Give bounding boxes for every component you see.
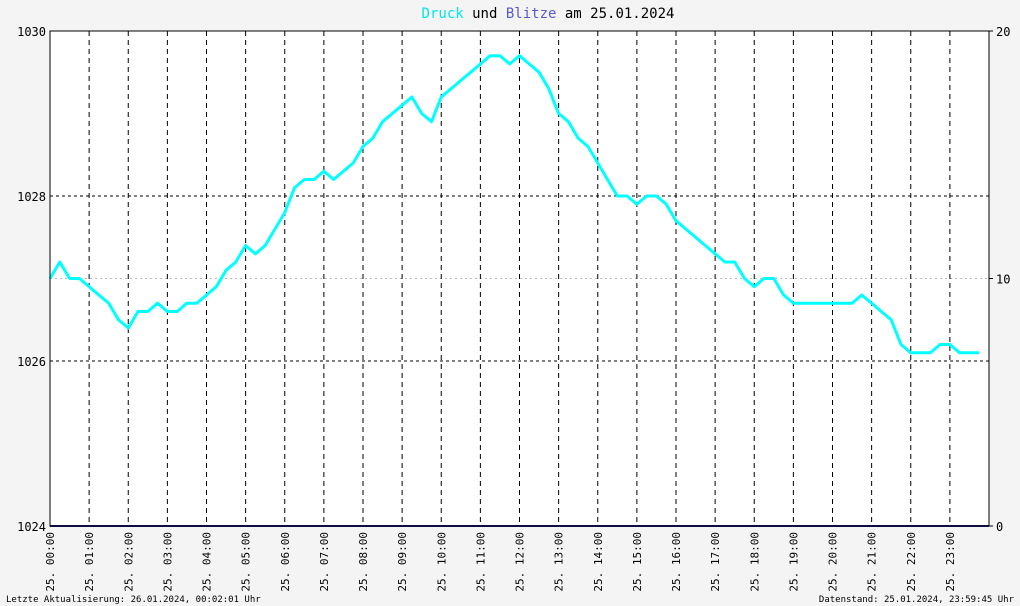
x-tick-label: 25. 04:00 bbox=[201, 532, 214, 592]
footer-left: Letzte Aktualisierung: 26.01.2024, 00:02… bbox=[6, 595, 261, 605]
x-tick-label: 25. 08:00 bbox=[357, 532, 370, 592]
y-right-tick-label: 0 bbox=[996, 520, 1003, 534]
x-tick-label: 25. 22:00 bbox=[905, 532, 918, 592]
plot-border bbox=[49, 30, 990, 527]
x-tick-label: 25. 00:00 bbox=[44, 532, 57, 592]
footer-right: Datenstand: 25.01.2024, 23:59:45 Uhr bbox=[819, 595, 1015, 605]
x-tick-label: 25. 14:00 bbox=[592, 532, 605, 592]
title-part: Druck bbox=[422, 6, 465, 22]
y-right-tick-label: 10 bbox=[996, 273, 1010, 287]
chart-title: Druck und Blitze am 25.01.2024 bbox=[422, 6, 675, 22]
axes: 1024 1026 1028 1030 0 10 20 25. 00:00 25. 01:00 2… bbox=[17, 25, 1010, 592]
y-left-tick-label: 1024 bbox=[17, 520, 46, 534]
x-tick-label: 25. 02:00 bbox=[122, 532, 135, 592]
x-tick-label: 25. 13:00 bbox=[553, 532, 566, 592]
y-left-tick-label: 1028 bbox=[17, 190, 46, 204]
x-tick-label: 25. 01:00 bbox=[83, 532, 96, 592]
series-line-druck bbox=[48, 54, 980, 355]
x-tick-label: 25. 11:00 bbox=[474, 532, 487, 592]
title-part: und bbox=[464, 6, 506, 22]
y-left-tick-label: 1026 bbox=[17, 355, 46, 369]
x-tick-label: 25. 10:00 bbox=[435, 532, 448, 592]
x-tick-label: 25. 15:00 bbox=[631, 532, 644, 592]
x-tick-label: 25. 17:00 bbox=[709, 532, 722, 592]
x-tick-label: 25. 23:00 bbox=[944, 532, 957, 592]
x-tick-label: 25. 06:00 bbox=[279, 532, 292, 592]
x-tick-label: 25. 16:00 bbox=[670, 532, 683, 592]
x-tick-label: 25. 07:00 bbox=[318, 532, 331, 592]
y-right-tick-label: 20 bbox=[996, 25, 1010, 39]
x-tick-label: 25. 20:00 bbox=[827, 532, 840, 592]
x-tick-label: 25. 18:00 bbox=[748, 532, 761, 592]
x-tick-label: 25. 03:00 bbox=[161, 532, 174, 592]
y-left-tick-label: 1030 bbox=[17, 25, 46, 39]
x-tick-label: 25. 05:00 bbox=[240, 532, 253, 592]
x-tick-label: 25. 21:00 bbox=[866, 532, 879, 592]
title-part: Blitze bbox=[506, 6, 557, 22]
title-part: am 25.01.2024 bbox=[556, 6, 674, 22]
x-tick-label: 25. 09:00 bbox=[396, 532, 409, 592]
x-tick-label: 25. 12:00 bbox=[514, 532, 527, 592]
x-tick-label: 25. 19:00 bbox=[787, 532, 800, 592]
